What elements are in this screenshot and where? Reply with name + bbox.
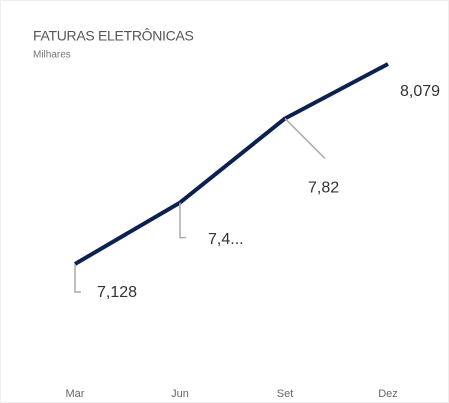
- chart-subtitle: Milhares: [33, 50, 71, 61]
- leader-line: [74, 264, 81, 293]
- data-label: 7,82: [308, 180, 339, 197]
- x-tick-label: Dez: [378, 388, 398, 400]
- data-line: [73, 62, 389, 266]
- data-label: 7,4...: [208, 231, 244, 248]
- leader-line: [179, 202, 186, 239]
- chart-title: FATURAS ELETRÔNICAS: [33, 28, 194, 44]
- x-tick-label: Set: [277, 388, 294, 400]
- x-tick-label: Jun: [171, 388, 189, 400]
- x-tick-label: Mar: [66, 388, 85, 400]
- data-label: 8,079: [400, 83, 440, 100]
- data-label: 7,128: [97, 284, 137, 301]
- leader-line: [284, 117, 326, 159]
